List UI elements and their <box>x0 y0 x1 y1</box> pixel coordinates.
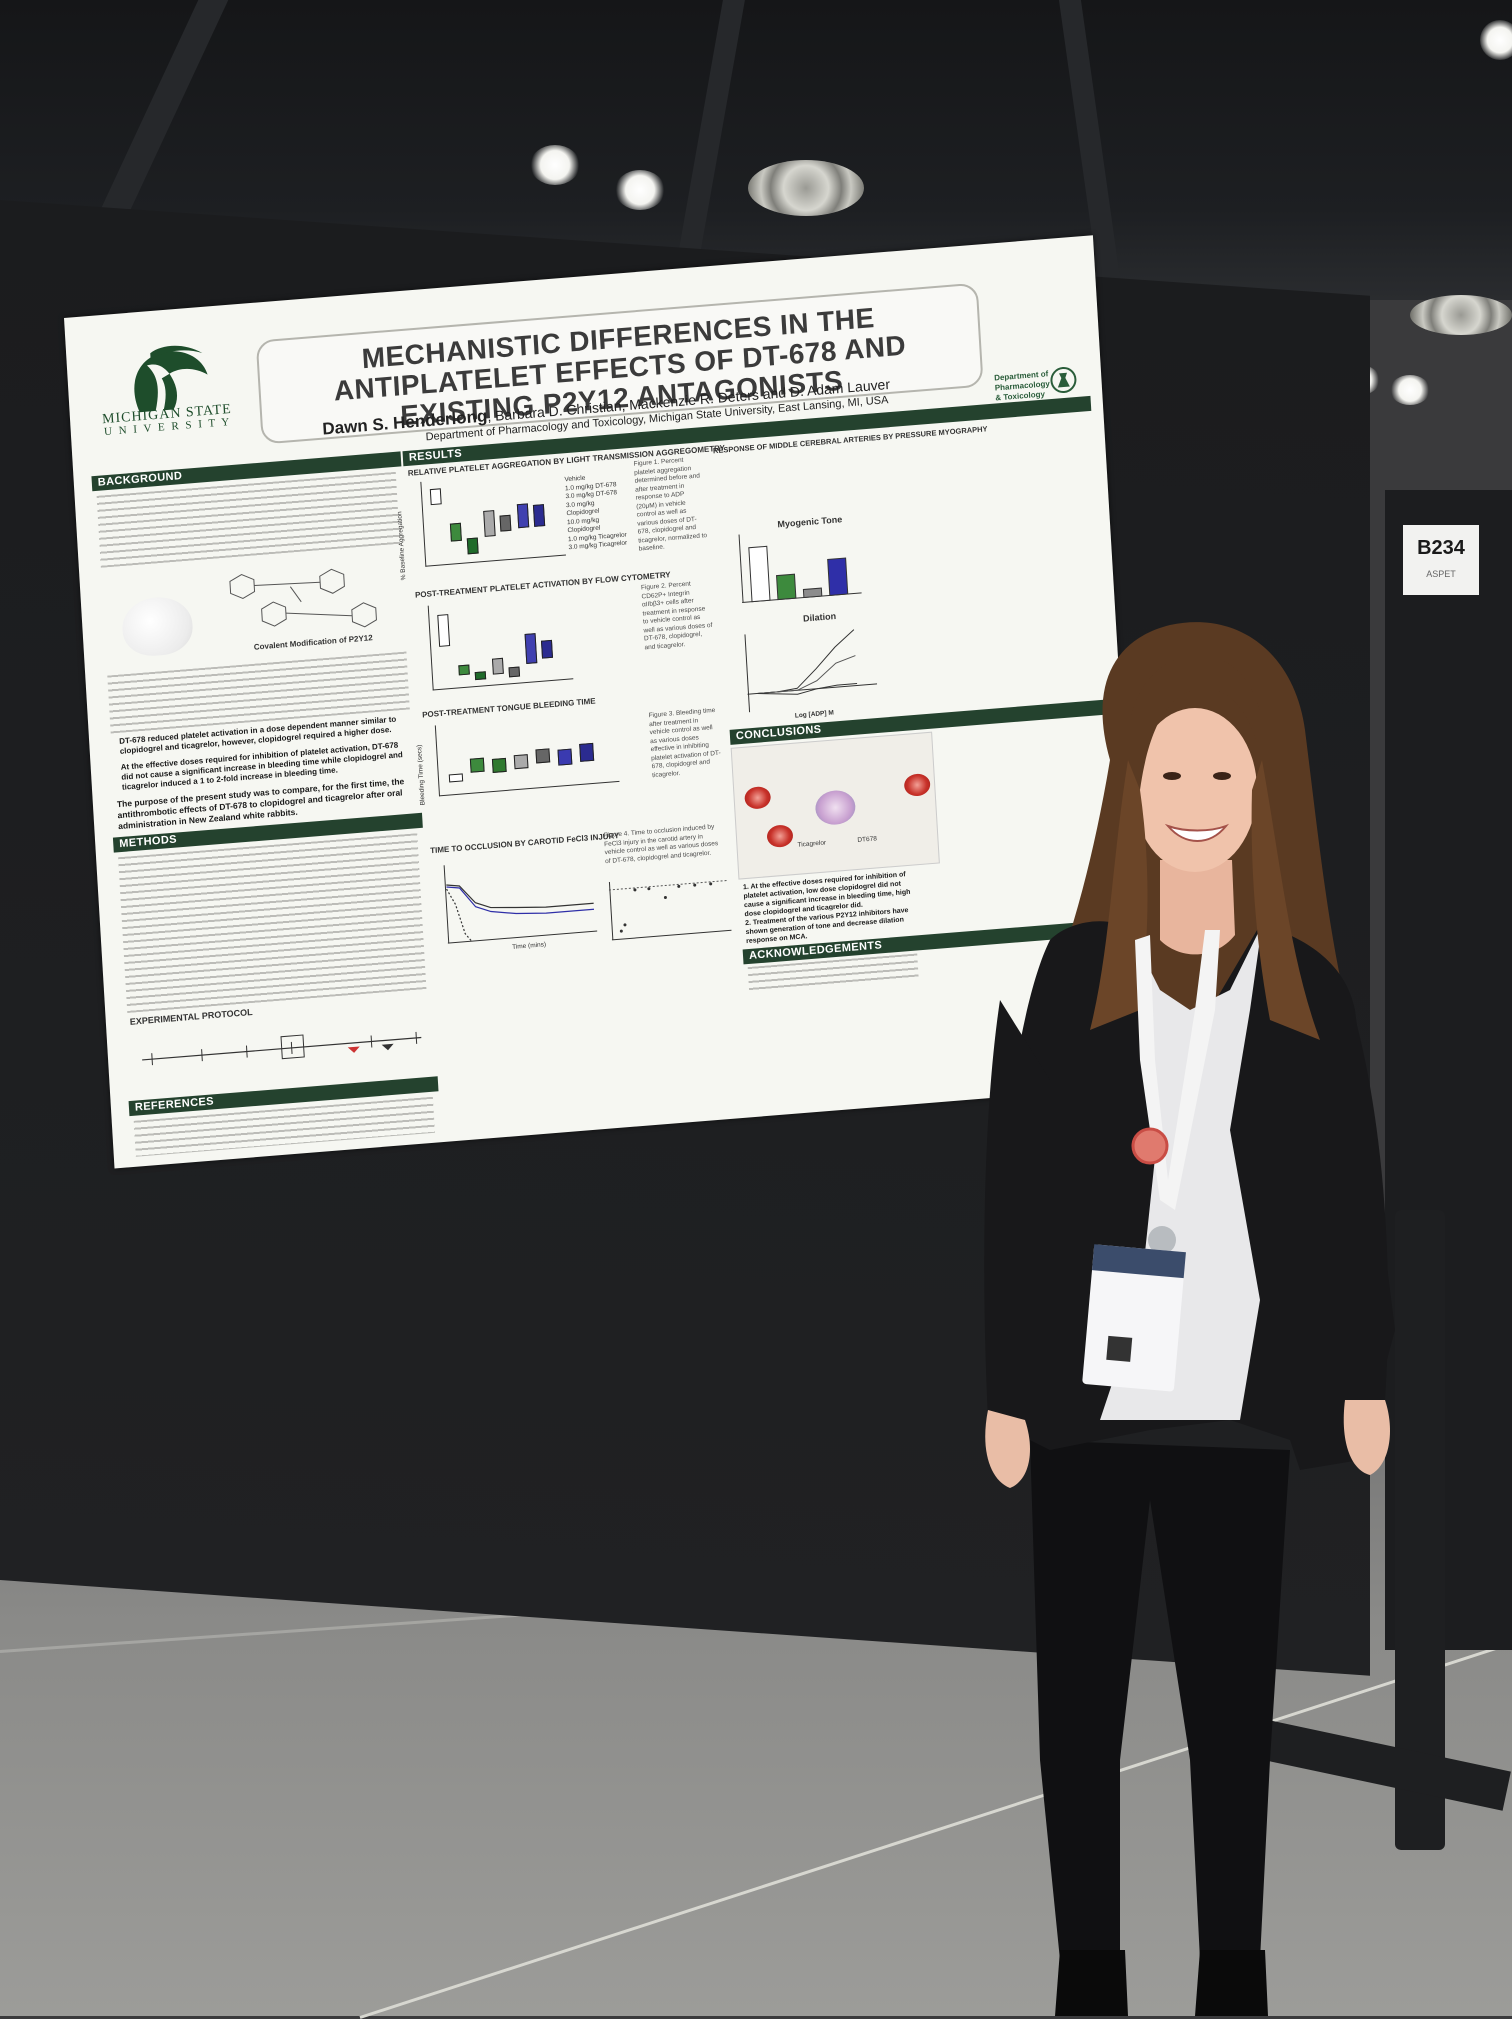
occlusion-xlabel: Time (mins) <box>511 941 547 951</box>
box-vehicle <box>429 488 442 506</box>
bleeding-time-chart <box>434 710 620 797</box>
legend: Vehicle 1.0 mg/kg DT-678 3.0 mg/kg DT-67… <box>564 472 628 553</box>
department-logo: Department of Pharmacology & Toxicology <box>993 354 1086 421</box>
flow-cytometry-chart <box>427 594 574 691</box>
occlusion-panel-title: TIME TO OCCLUSION BY CAROTID FeCl3 INJUR… <box>429 831 620 856</box>
box-clop-high <box>508 666 521 678</box>
box-clop-low <box>491 657 504 675</box>
box-clop-high <box>535 748 551 764</box>
protocol-timeline-diagram <box>142 1031 422 1066</box>
red-blood-cell <box>744 785 772 810</box>
box-vehicle <box>437 614 451 647</box>
box-tica-low <box>524 633 538 664</box>
illustration-label-ticagrelor: Ticagrelor <box>797 839 827 849</box>
box-clop-low <box>513 754 529 770</box>
box-dt678-high <box>474 671 487 681</box>
bleeding-time-ylabel: Bleeding Time (secs) <box>416 744 427 806</box>
box-tica-high <box>532 504 546 527</box>
illustration-label-dt678: DT678 <box>857 835 878 844</box>
box-tica-low <box>516 503 530 529</box>
ceiling-light <box>1480 20 1512 60</box>
booth-number: B234 <box>1417 537 1465 559</box>
department-logo-text: Department of Pharmacology & Toxicology <box>993 369 1051 403</box>
ceiling-vent <box>748 160 864 216</box>
booth-sub: ASPET <box>1426 569 1456 579</box>
box-vehicle <box>448 773 464 783</box>
red-blood-cell <box>766 824 794 849</box>
ceiling-light <box>530 145 580 185</box>
figure3-caption: Figure 3. Bleeding time after treatment … <box>648 706 721 779</box>
box-clop-low <box>483 510 496 537</box>
flask-icon <box>1050 366 1077 394</box>
box-tica-high <box>579 742 595 762</box>
spartan-helmet-icon <box>134 345 208 413</box>
dilation-label: Dilation <box>802 610 837 624</box>
dilation-xlabel: Log [ADP] M <box>794 709 834 720</box>
booth-number-sign: B234 ASPET <box>1403 525 1479 595</box>
ceiling-light <box>615 170 665 210</box>
box-tica-low <box>557 748 573 766</box>
box-clop-high <box>499 514 512 532</box>
box-dt678-low <box>458 664 470 676</box>
research-poster: MICHIGAN STATE U N I V E R S I T Y MECHA… <box>64 235 1144 1169</box>
ceiling-vent <box>1410 295 1512 335</box>
board-stand <box>1395 1210 1445 1850</box>
mechanism-illustration: Ticagrelor DT678 <box>730 731 940 880</box>
box-dt678-low <box>449 522 462 542</box>
platelet <box>814 789 857 827</box>
box-dt678-high <box>491 757 507 773</box>
time-to-occlusion-scatter <box>608 879 732 941</box>
red-blood-cell <box>903 772 931 797</box>
aggregation-chart <box>420 470 566 567</box>
figure1-caption: Figure 1. Percent platelet aggregation d… <box>633 456 708 553</box>
myogenic-tone-bar-chart <box>738 534 862 603</box>
box-dt678-low <box>469 757 485 773</box>
chemical-structure-diagram <box>229 568 377 628</box>
occlusion-line-chart <box>443 865 598 944</box>
dilation-line-chart <box>744 629 878 713</box>
methods-text <box>118 833 427 1014</box>
box-dt678-high <box>466 537 479 555</box>
figure2-caption: Figure 2. Percent CD62P+ Integrin αIIbβ3… <box>640 580 713 651</box>
box-tica-high <box>540 639 554 659</box>
ceiling-light <box>1390 375 1430 405</box>
rabbit-photo <box>120 594 195 659</box>
flow-cytometry-panel-title: POST-TREATMENT PLATELET ACTIVATION BY FL… <box>414 570 671 600</box>
